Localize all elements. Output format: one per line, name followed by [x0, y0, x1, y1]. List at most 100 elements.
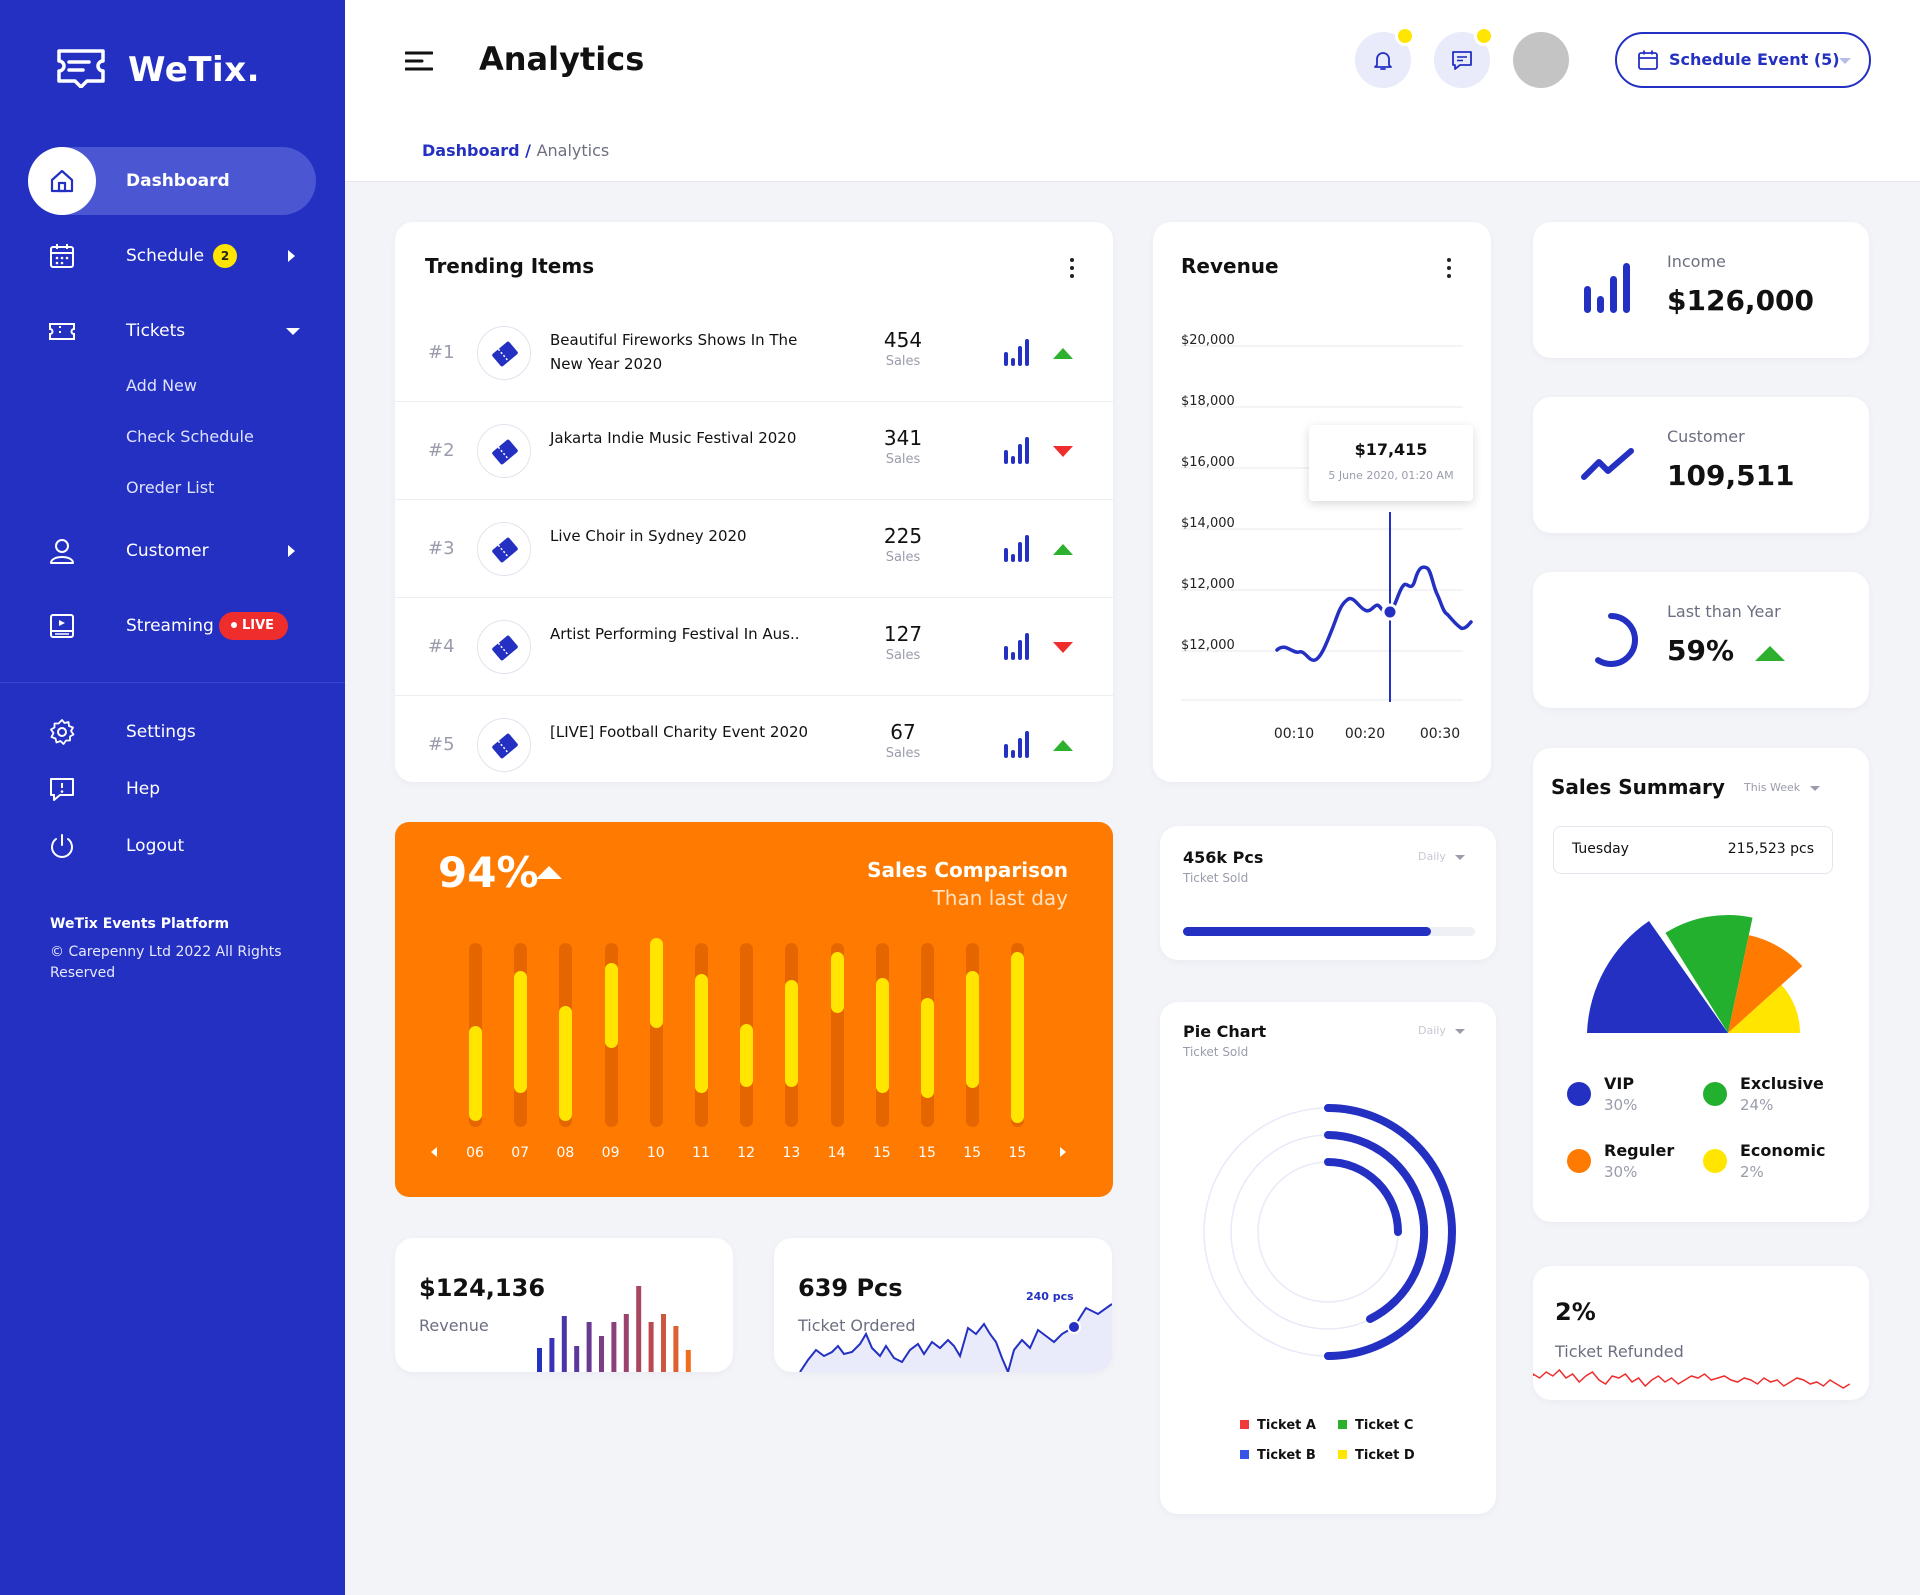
trending-row[interactable]: #3 Live Choir in Sydney 2020 225 Sales — [395, 500, 1113, 598]
comparison-bar-label: 06 — [466, 1145, 484, 1161]
arc-inner — [1324, 1158, 1402, 1236]
revenue-title: Revenue — [1181, 254, 1279, 278]
ticket-icon — [477, 424, 531, 478]
more-options-icon[interactable] — [1070, 258, 1076, 282]
revenue-mini-bar — [574, 1346, 580, 1372]
revenue-mini-bar — [661, 1314, 666, 1372]
sidebar-item-schedule[interactable]: Schedule 2 — [0, 226, 345, 286]
income-value: $126,000 — [1667, 284, 1815, 317]
bar-chart-icon — [1004, 731, 1029, 758]
trending-sales: 127 — [883, 622, 923, 646]
bar-chart-icon — [1004, 633, 1029, 660]
ticket-sold-progress-track — [1183, 927, 1475, 936]
period-select[interactable]: Daily — [1418, 850, 1466, 863]
legend-percent: 24% — [1740, 1096, 1774, 1114]
last-year-card: Last than Year 59% — [1533, 572, 1869, 708]
customer-card: Customer 109,511 — [1533, 397, 1869, 533]
video-icon — [50, 614, 74, 638]
income-label: Income — [1667, 252, 1726, 271]
trend-down-icon — [1053, 446, 1073, 457]
trending-row[interactable]: #4 Artist Performing Festival In Aus.. 127… — [395, 598, 1113, 696]
sidebar-subitem-order-list[interactable]: Oreder List — [126, 478, 215, 497]
revenue-mini-bar — [623, 1314, 629, 1372]
trending-row[interactable]: #1 Beautiful Fireworks Shows In The New Y… — [395, 304, 1113, 402]
trending-rank: #5 — [428, 734, 455, 755]
period-select-value: Daily — [1418, 850, 1446, 863]
notification-dot — [1395, 26, 1415, 46]
sidebar-item-tickets[interactable]: Tickets — [0, 301, 345, 361]
messages-button[interactable] — [1434, 26, 1494, 88]
polar-sector-vip — [1587, 921, 1728, 1033]
ticket-logo-icon — [57, 49, 105, 88]
legend-name: Exclusive — [1740, 1074, 1824, 1093]
sidebar: WeTix. Dashboard Schedule 2 Tickets Add — [0, 0, 345, 1595]
trend-up-icon — [1053, 544, 1073, 555]
more-options-icon[interactable] — [1447, 258, 1453, 282]
revenue-line-chart: $20,000 $18,000 $16,000 $14,000 $12,000 $12,0… — [1181, 333, 1473, 742]
ticket-ordered-sparkline — [799, 1303, 1112, 1372]
chevron-down-icon — [1455, 854, 1466, 860]
footer-title: WeTix Events Platform — [50, 916, 230, 932]
last-year-value: 59% — [1667, 634, 1735, 667]
comparison-bar-label: 12 — [737, 1145, 756, 1161]
period-select[interactable]: Daily — [1418, 1024, 1466, 1037]
sidebar-item-label: Settings — [126, 722, 196, 742]
ticket-sold-value: 456k Pcs — [1183, 848, 1264, 867]
period-select[interactable]: This Week — [1744, 781, 1820, 794]
ticket-icon — [477, 522, 531, 576]
sidebar-item-dashboard[interactable]: Dashboard — [28, 147, 316, 215]
trending-row[interactable]: #5 [LIVE] Football Charity Event 2020 67 Sa… — [395, 696, 1113, 794]
schedule-event-label: Schedule Event (5) — [1669, 50, 1840, 69]
sidebar-item-streaming[interactable]: Streaming LIVE — [0, 596, 345, 656]
trending-sales: 341 — [883, 426, 923, 450]
sparkline-marker — [1067, 1320, 1081, 1334]
power-icon — [51, 834, 73, 858]
tooltip-value: $17,415 — [1354, 440, 1428, 459]
trend-up-icon — [1053, 740, 1073, 751]
revenue-mini-bar — [648, 1322, 654, 1372]
sidebar-item-customer[interactable]: Customer — [0, 521, 345, 581]
breadcrumb: Dashboard / Analytics — [422, 141, 609, 160]
sidebar-item-settings[interactable]: Settings — [0, 702, 345, 762]
trending-rank: #3 — [428, 538, 455, 559]
y-tick-label: $16,000 — [1181, 455, 1235, 470]
polar-sector-reguler — [1728, 935, 1803, 1033]
notifications-button[interactable] — [1355, 26, 1415, 88]
avatar[interactable] — [1513, 32, 1569, 88]
trending-sales: 225 — [883, 524, 923, 548]
trend-up-icon — [1053, 348, 1073, 359]
revenue-mini-bar — [636, 1286, 642, 1372]
sidebar-item-help[interactable]: Hep — [0, 759, 345, 819]
trending-row[interactable]: #2 Jakarta Indie Music Festival 2020 341 Sa… — [395, 402, 1113, 500]
sidebar-item-logout[interactable]: Logout — [0, 816, 345, 876]
comparison-bar-label: 15 — [1008, 1145, 1027, 1161]
chevron-left-icon[interactable] — [431, 1147, 437, 1157]
refunded-sparkline — [1533, 1368, 1851, 1389]
trending-name: Artist Performing Festival In Aus.. — [550, 625, 800, 643]
schedule-event-button[interactable]: Schedule Event (5) — [1615, 32, 1871, 88]
sidebar-subitem-add-new[interactable]: Add New — [126, 376, 197, 395]
revenue-mini-bar — [685, 1350, 691, 1372]
ticket-ordered-card: 639 Pcs Ticket Ordered 240 pcs — [774, 1238, 1112, 1372]
comparison-bar — [695, 974, 708, 1093]
trending-title: Trending Items — [425, 254, 595, 278]
breadcrumb-root[interactable]: Dashboard — [422, 141, 520, 160]
sidebar-subitem-check-schedule[interactable]: Check Schedule — [126, 427, 254, 446]
legend-label: Ticket D — [1355, 1448, 1415, 1463]
x-tick-label: 00:10 — [1274, 726, 1314, 742]
bar-chart-icon — [1004, 437, 1029, 464]
customer-label: Customer — [1667, 427, 1745, 446]
sidebar-item-label: Customer — [126, 541, 209, 561]
refunded-value: 2% — [1555, 1298, 1596, 1326]
menu-icon[interactable] — [405, 51, 433, 71]
polar-sector-exclusive — [1665, 915, 1753, 1033]
revenue-tooltip: $17,415 5 June 2020, 01:20 AM — [1309, 425, 1473, 501]
chevron-right-icon — [288, 545, 295, 557]
legend-percent: 30% — [1604, 1096, 1638, 1114]
chevron-right-icon[interactable] — [1060, 1147, 1066, 1157]
trending-name: [LIVE] Football Charity Event 2020 — [550, 723, 809, 741]
day-value: 215,523 pcs — [1727, 841, 1814, 857]
revenue-mini-bar — [673, 1326, 679, 1372]
breadcrumb-separator: / — [519, 141, 537, 160]
legend-swatch — [1703, 1082, 1727, 1106]
